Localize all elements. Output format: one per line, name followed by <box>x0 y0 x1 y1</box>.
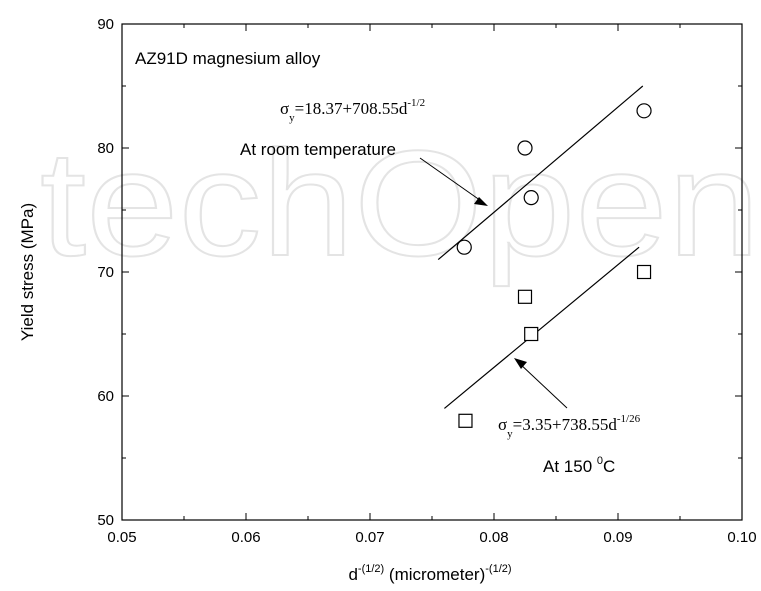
y-tick-label: 90 <box>97 16 114 33</box>
fit-lines <box>437 85 644 409</box>
y-tick-label: 50 <box>97 512 114 529</box>
hot-eq-sigma: σ <box>498 415 507 434</box>
data-point-square <box>524 326 539 342</box>
hot-equation: σy=3.35+738.55d-1/26 <box>498 413 641 440</box>
fit-line-square <box>444 246 640 409</box>
hot-label-post: C <box>603 457 615 476</box>
room-equation: σy=18.37+708.55d-1/2 <box>280 97 425 124</box>
x-tick-label: 0.09 <box>603 529 632 546</box>
x-tick-label: 0.06 <box>231 529 260 546</box>
x-tick-label: 0.10 <box>727 529 756 546</box>
x-tick-label: 0.08 <box>479 529 508 546</box>
room-arrowhead <box>474 197 488 206</box>
room-eq-exp: -1/2 <box>407 97 425 109</box>
hot-arrowhead <box>514 358 527 369</box>
data-point-square <box>517 289 533 304</box>
data-point-square <box>458 413 473 428</box>
data-point-circle <box>456 239 472 255</box>
y-tick-label: 60 <box>97 388 114 405</box>
hot-arrow <box>517 361 568 409</box>
y-tick-label: 80 <box>97 140 114 157</box>
hot-label-sup: 0 <box>597 455 603 467</box>
room-label: At room temperature <box>240 140 396 159</box>
chart-title: AZ91D magnesium alloy <box>135 49 321 68</box>
y-tick-label: 70 <box>97 264 114 281</box>
x-tick-label: 0.05 <box>107 529 136 546</box>
hot-eq-exp: -1/26 <box>617 413 641 425</box>
axis-ticks: 0.05 0.06 0.07 0.08 0.09 0.10 50 60 70 80 90 <box>97 16 756 546</box>
x-axis-base-sup: -(1/2) <box>358 563 384 575</box>
room-eq-body: =18.37+708.55d <box>295 99 408 118</box>
x-tick-label: 0.07 <box>355 529 384 546</box>
room-eq-sigma: σ <box>280 99 289 118</box>
x-axis-title: d-(1/2) (micrometer)-(1/2) <box>348 563 511 584</box>
hot-label: At 150 0C <box>543 455 615 476</box>
data-point-square <box>636 264 652 280</box>
x-axis-base: d <box>348 565 357 584</box>
data-point-circle <box>523 190 539 206</box>
hot-eq-body: =3.35+738.55d <box>513 415 618 434</box>
room-arrow <box>419 157 485 204</box>
data-point-circle <box>517 140 533 156</box>
x-axis-unit-sup: -(1/2) <box>485 563 511 575</box>
data-points <box>456 103 652 428</box>
x-axis-unit: (micrometer) <box>384 565 485 584</box>
watermark: techOpen <box>40 119 760 287</box>
data-point-circle <box>636 103 652 119</box>
y-axis-title: Yield stress (MPa) <box>18 203 37 341</box>
hot-eq-sub: y <box>507 428 513 440</box>
fit-line-circle <box>437 85 644 261</box>
hot-label-pre: At 150 <box>543 457 597 476</box>
room-eq-sub: y <box>289 112 295 124</box>
